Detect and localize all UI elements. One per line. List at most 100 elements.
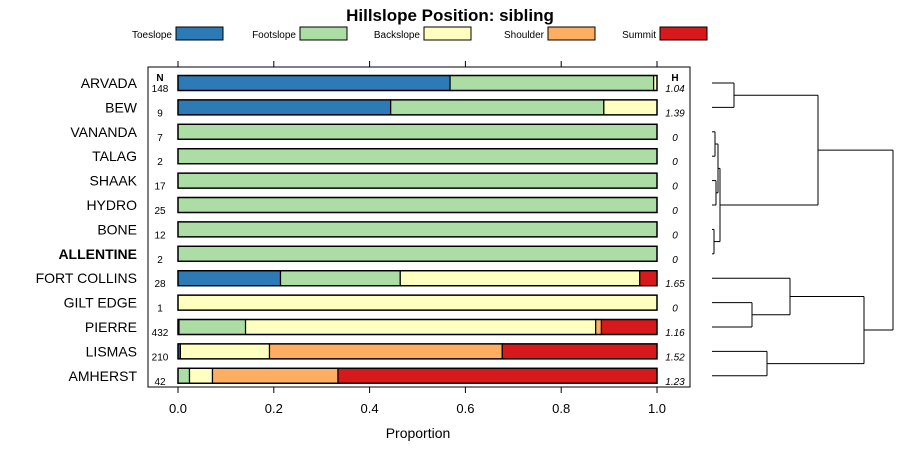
bar-segment (177, 270, 282, 287)
n-value: 432 (152, 328, 169, 339)
bar-segment (177, 123, 658, 140)
bar-segment (501, 343, 658, 360)
h-value: 0 (672, 157, 678, 168)
rows: ARVADA 148 1.04 BEW 9 1.39 VANANDA 7 0 TALAG 2 0 SHA… (36, 74, 685, 388)
bar-outline (177, 270, 658, 287)
bar-outline (177, 196, 658, 214)
bar-outline (177, 74, 658, 92)
h-value: 1.04 (665, 84, 685, 95)
bar-segment (211, 367, 339, 384)
bar-segment (177, 221, 658, 238)
h-value: 1.23 (665, 377, 685, 388)
n-value: 1 (157, 304, 163, 315)
h-value: 0 (672, 182, 678, 193)
n-value: 148 (152, 84, 169, 95)
row-label: AMHERST (69, 368, 138, 384)
x-axis: 0.0 0.2 0.4 0.6 0.8 1.0 (169, 61, 666, 416)
n-value: 28 (154, 279, 166, 290)
h-value: 0 (672, 230, 678, 241)
bar-outline (177, 294, 658, 311)
row-label: FORT COLLINS (36, 270, 137, 286)
bar-segment (337, 367, 658, 384)
legend-swatch (547, 26, 596, 41)
n-value: 2 (157, 255, 163, 266)
n-value: 42 (154, 377, 166, 388)
legend-label: Backslope (374, 30, 421, 41)
bar-segment (279, 270, 401, 287)
bar-segment (188, 367, 214, 384)
legend-label: Shoulder (504, 30, 545, 41)
h-value: 0 (672, 133, 678, 144)
x-tick-label: 0.8 (552, 401, 570, 416)
bar-segment (177, 74, 451, 92)
legend-label: Summit (622, 30, 656, 41)
row-label: VANANDA (70, 124, 137, 140)
bar-segment (390, 99, 605, 116)
x-tick-label: 0.4 (361, 401, 379, 416)
bar-segment (177, 99, 392, 116)
bar-segment (179, 343, 271, 360)
h-header: H (671, 73, 678, 84)
row-label: LISMAS (86, 343, 137, 359)
bar-segment (399, 270, 641, 287)
bar-segment (177, 245, 658, 262)
chart-title: Hillslope Position: sibling (346, 6, 554, 25)
bar-outline (177, 343, 658, 360)
plot-panel (147, 66, 691, 388)
bar-segment (177, 172, 658, 189)
legend-swatch (659, 26, 708, 41)
h-value: 1.39 (665, 108, 685, 119)
bar-outline (177, 367, 658, 384)
h-value: 0 (672, 304, 678, 315)
bar-segment (178, 318, 247, 336)
n-value: 2 (157, 157, 163, 168)
bar-segment (177, 294, 658, 311)
bar-outline (177, 123, 658, 141)
bar-segment (600, 318, 658, 336)
dendrogram (712, 82, 894, 377)
bar-outline (177, 99, 658, 116)
legend-swatch (423, 26, 472, 41)
bar-segment (639, 270, 658, 287)
x-tick-label: 1.0 (648, 401, 666, 416)
row-label: BONE (97, 221, 137, 237)
bar-segment (268, 343, 503, 360)
row-label: BEW (105, 99, 138, 115)
row-label: GILT EDGE (64, 295, 137, 311)
bar-outline (177, 147, 658, 165)
n-value: 9 (157, 108, 163, 119)
x-tick-label: 0.6 (456, 401, 474, 416)
legend-swatch (299, 26, 348, 41)
h-value: 1.16 (665, 328, 685, 339)
h-value: 1.52 (665, 352, 685, 363)
legend-label: Toeslope (132, 30, 172, 41)
row-label: HYDRO (86, 197, 137, 213)
bar-segment (177, 367, 191, 384)
legend-label: Footslope (252, 30, 296, 41)
n-value: 17 (154, 182, 166, 193)
bar-outline (177, 221, 658, 238)
row-label: PIERRE (85, 319, 137, 335)
x-tick-label: 0.2 (265, 401, 283, 416)
n-value: 210 (152, 352, 169, 363)
h-value: 1.65 (665, 279, 685, 290)
row-label: SHAAK (90, 173, 138, 189)
h-value: 0 (672, 206, 678, 217)
x-tick-label: 0.0 (169, 401, 187, 416)
row-label: ARVADA (81, 75, 138, 91)
n-value: 7 (157, 133, 163, 144)
bar-segment (177, 196, 658, 214)
n-header: N (156, 73, 163, 84)
bar-segment (603, 99, 658, 116)
bar-segment (595, 318, 603, 336)
x-axis-title: Proportion (386, 425, 451, 441)
bar-segment (449, 74, 655, 92)
n-value: 25 (154, 206, 166, 217)
n-value: 12 (154, 230, 166, 241)
row-label: ALLENTINE (58, 246, 137, 262)
bar-outline (177, 245, 658, 263)
legend: Toeslope Footslope Backslope Shoulder Summit (132, 26, 708, 41)
bar-segment (244, 318, 597, 336)
bar-outline (177, 172, 658, 189)
